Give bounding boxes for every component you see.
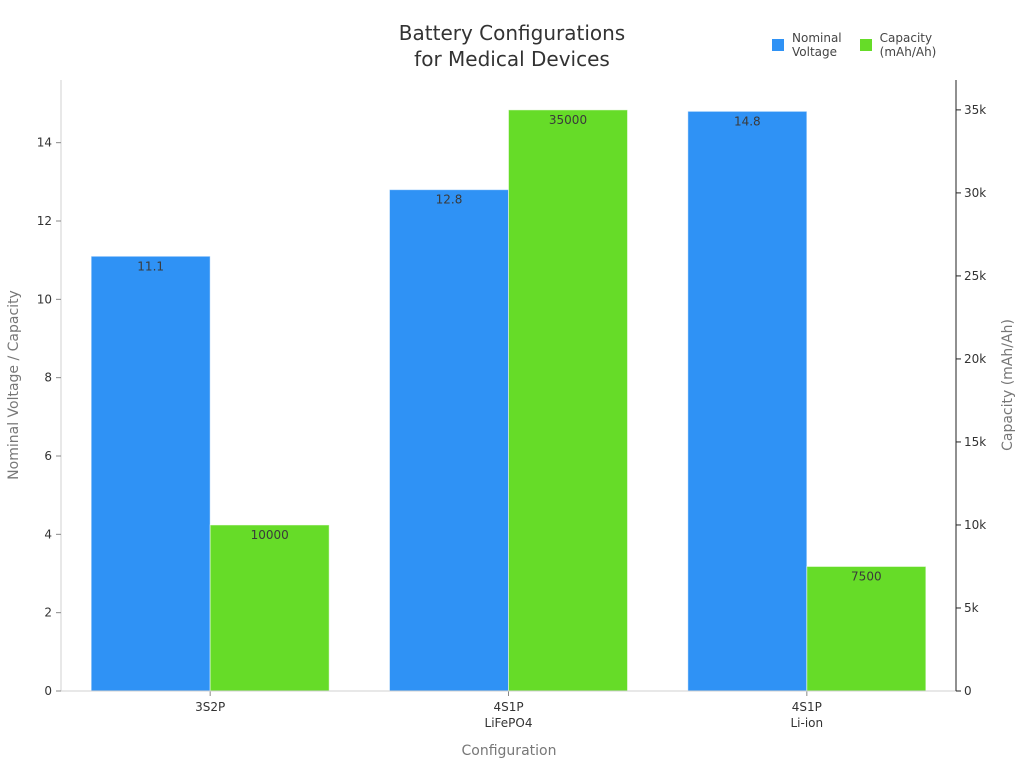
bar-capacity[interactable]	[508, 109, 628, 692]
y-right-tick-label: 5k	[964, 601, 979, 615]
y-axis-right-title: Capacity (mAh/Ah)	[1000, 319, 1016, 451]
y-tick-label: 0	[44, 684, 52, 698]
bar-voltage[interactable]	[90, 255, 211, 692]
bar-capacity[interactable]	[806, 565, 927, 692]
chart-title-line-2: for Medical Devices	[414, 47, 610, 71]
legend-item-capacity[interactable]: Capacity (mAh/Ah)	[859, 31, 937, 59]
legend-item-nominal-voltage[interactable]: Nominal Voltage	[772, 31, 842, 59]
y-axis-title: Nominal Voltage / Capacity	[6, 290, 22, 480]
x-tick-label: LiFePO4	[485, 716, 533, 730]
bar-voltage[interactable]	[389, 189, 509, 692]
x-axis-title: Configuration	[462, 743, 557, 759]
x-tick-label: 4S1P	[493, 700, 523, 714]
bar-value-label: 35000	[549, 113, 587, 127]
bar-value-label: 12.8	[436, 193, 463, 207]
y-tick-label: 2	[44, 606, 52, 620]
legend-swatch-blue	[772, 39, 784, 51]
bar-voltage[interactable]	[687, 110, 808, 692]
y-right-tick-label: 10k	[964, 518, 986, 532]
y-tick-label: 8	[44, 371, 52, 385]
y-tick-label: 12	[37, 214, 52, 228]
chart-title-line-1: Battery Configurations	[398, 21, 626, 45]
y-right-tick-label: 35k	[964, 103, 986, 117]
chart-title: Battery Configurations for Medical Devic…	[312, 20, 712, 72]
legend-label: Nominal Voltage	[792, 31, 842, 59]
legend-label: Capacity (mAh/Ah)	[879, 31, 937, 59]
y-tick-label: 4	[44, 527, 52, 541]
y-right-tick-label: 0	[964, 684, 972, 698]
y-right-tick-label: 15k	[964, 435, 986, 449]
x-tick-label: 4S1P	[792, 700, 822, 714]
bar-value-label: 10000	[251, 528, 289, 542]
y-right-tick-label: 20k	[964, 352, 986, 366]
legend-swatch-green	[859, 39, 872, 51]
y-right-tick-label: 25k	[964, 269, 986, 283]
y-tick-label: 6	[44, 449, 52, 463]
bar-capacity[interactable]	[209, 524, 330, 692]
y-tick-label: 14	[37, 136, 52, 150]
bar-value-label: 14.8	[734, 114, 761, 128]
y-tick-label: 10	[37, 292, 52, 306]
bar-value-label: 7500	[851, 569, 882, 583]
bar-value-label: 11.1	[137, 259, 164, 273]
x-tick-label: Li-ion	[791, 716, 824, 730]
legend: Nominal Voltage Capacity (mAh/Ah)	[772, 31, 936, 59]
x-tick-label: 3S2P	[195, 700, 225, 714]
y-right-tick-label: 30k	[964, 186, 986, 200]
